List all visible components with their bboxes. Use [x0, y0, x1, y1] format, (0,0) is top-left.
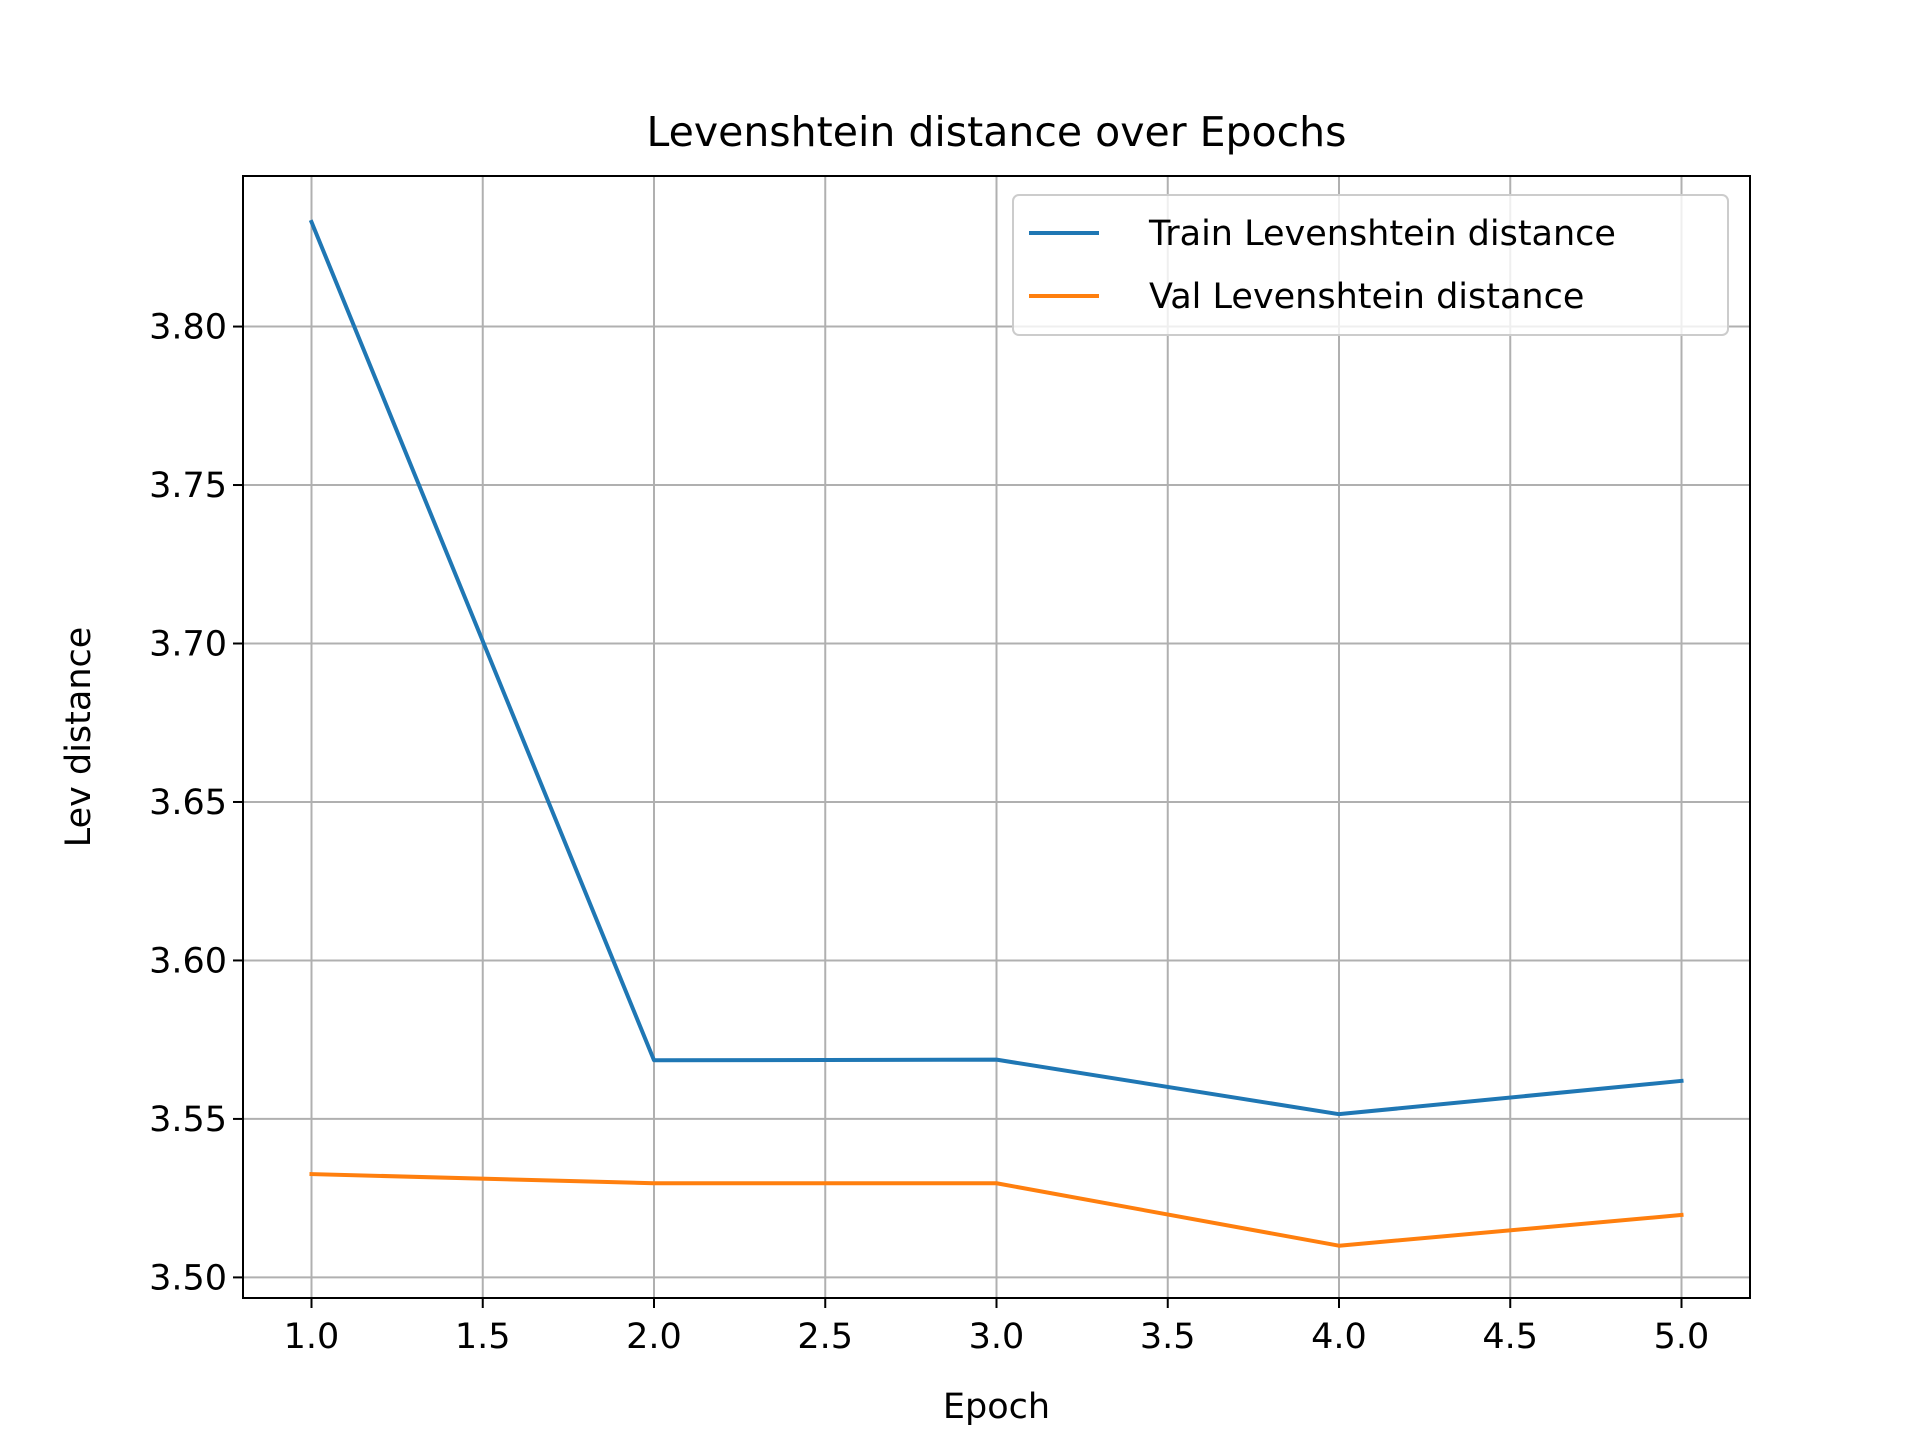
x-tick-label: 5.0 [1654, 1317, 1710, 1357]
y-tick-label: 3.50 [149, 1258, 227, 1298]
chart-title: Levenshtein distance over Epochs [646, 108, 1346, 156]
y-tick-label: 3.80 [149, 308, 227, 348]
y-tick-label: 3.55 [149, 1100, 227, 1140]
series-lines [308, 219, 1684, 1248]
x-tick-label: 2.0 [626, 1317, 682, 1357]
x-axis-title: Epoch [943, 1387, 1050, 1427]
y-tick-label: 3.75 [149, 466, 227, 506]
legend-box [1012, 194, 1729, 336]
series-line-val [309, 1172, 1684, 1248]
x-tick-label: 3.0 [969, 1317, 1025, 1357]
axis-ticks: 1.0 1.5 2.0 2.5 3.0 3.5 4.0 4.5 5.0 3.50 3.55 3.60 3… [149, 308, 1709, 1357]
legend-label: Train Levenshtein distance [1148, 214, 1616, 254]
y-tick-label: 3.60 [149, 941, 227, 981]
x-tick-label: 4.0 [1311, 1317, 1367, 1357]
series-line-train [308, 219, 1684, 1117]
grid-lines [243, 176, 1750, 1298]
x-tick-label: 1.5 [455, 1317, 511, 1357]
x-tick-label: 2.5 [797, 1317, 853, 1357]
x-tick-label: 3.5 [1140, 1317, 1196, 1357]
legend: Train Levenshtein distance Val Levenshtei… [1012, 194, 1729, 336]
legend-label: Val Levenshtein distance [1149, 277, 1584, 317]
y-axis-title: Lev distance [59, 627, 99, 848]
x-tick-label: 1.0 [284, 1317, 340, 1357]
y-tick-label: 3.65 [149, 783, 227, 823]
x-tick-label: 4.5 [1482, 1317, 1538, 1357]
y-tick-label: 3.70 [149, 625, 227, 665]
